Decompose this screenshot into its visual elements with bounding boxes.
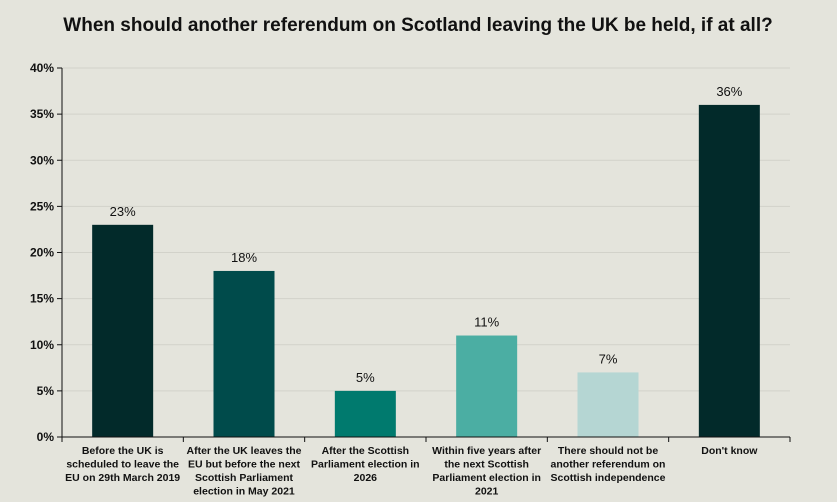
bars	[92, 104, 760, 438]
bar	[577, 372, 639, 437]
x-category-label: After the Scottish Parliament election in…	[311, 445, 420, 484]
x-axis: Before the UK is scheduled to leave the EU…	[61, 436, 791, 498]
y-tick-label: 30%	[30, 153, 54, 167]
bar	[213, 270, 275, 437]
bar	[698, 104, 760, 438]
y-tick-label: 0%	[37, 430, 55, 444]
bar	[334, 390, 396, 437]
y-tick-label: 35%	[30, 107, 54, 121]
y-axis: 0% 5% 10% 15% 20% 25% 30% 35% 40%	[30, 61, 63, 444]
x-category-label: Don't know	[701, 445, 758, 457]
bar	[456, 335, 518, 437]
y-tick-label: 5%	[37, 384, 55, 398]
y-tick-label: 15%	[30, 292, 54, 306]
y-tick-label: 10%	[30, 338, 54, 352]
data-label: 18%	[231, 250, 257, 265]
gridlines	[62, 67, 790, 392]
data-label: 5%	[356, 370, 375, 385]
y-tick-label: 25%	[30, 199, 54, 213]
data-label: 23%	[110, 204, 136, 219]
chart-title: When should another referendum on Scotla…	[63, 15, 772, 36]
y-tick-label: 40%	[30, 61, 54, 75]
data-label: 11%	[474, 315, 499, 330]
x-category-label: There should not be another referendum on…	[551, 445, 666, 484]
data-label: 7%	[599, 351, 618, 366]
x-category-label: After the UK leaves the EU but before the…	[187, 445, 302, 498]
y-tick-label: 20%	[30, 246, 54, 260]
data-labels: 23% 18% 5% 11% 7% 36%	[110, 84, 743, 385]
x-category-label: Within five years after the next Scottish…	[432, 445, 541, 498]
bar	[92, 224, 154, 437]
data-label: 36%	[716, 84, 742, 99]
x-category-label: Before the UK is scheduled to leave the EU…	[65, 445, 180, 484]
